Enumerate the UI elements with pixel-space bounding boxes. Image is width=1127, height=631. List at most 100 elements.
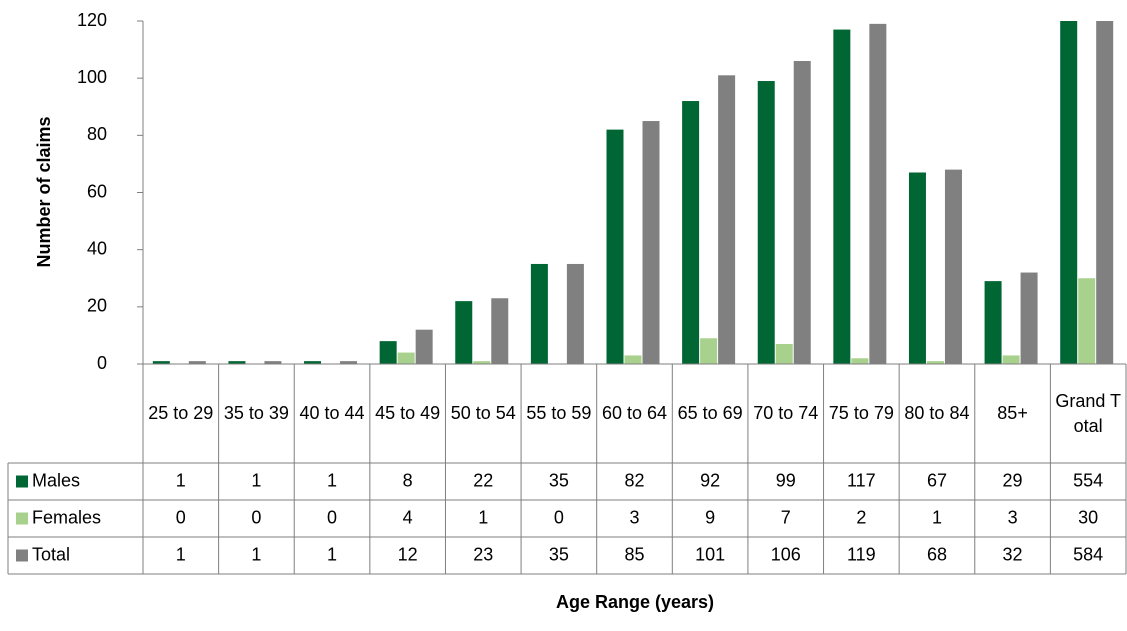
y-tick-label: 80 bbox=[87, 124, 107, 144]
x-axis-title: Age Range (years) bbox=[556, 592, 714, 612]
x-tick-label: 70 to 74 bbox=[753, 403, 819, 423]
bar bbox=[833, 29, 851, 364]
bar bbox=[473, 361, 491, 364]
bar bbox=[566, 263, 584, 364]
table-value: 67 bbox=[927, 470, 947, 490]
table-value: 1 bbox=[932, 507, 942, 527]
table-value: 7 bbox=[781, 507, 791, 527]
bar bbox=[304, 361, 322, 364]
table-value: 29 bbox=[1003, 470, 1023, 490]
bar bbox=[908, 172, 926, 364]
bar bbox=[851, 358, 869, 364]
table-value: 0 bbox=[176, 507, 186, 527]
table-value: 2 bbox=[856, 507, 866, 527]
bar bbox=[228, 361, 246, 364]
table-value: 1 bbox=[327, 470, 337, 490]
x-tick-label: 40 to 44 bbox=[299, 403, 365, 423]
table-value: 117 bbox=[847, 470, 876, 490]
table-value: 99 bbox=[776, 470, 796, 490]
table-value: 8 bbox=[403, 470, 413, 490]
bar bbox=[397, 352, 415, 364]
bar bbox=[1078, 278, 1096, 364]
x-tick-label: 60 to 64 bbox=[601, 403, 668, 423]
x-tick-label: Grand Total bbox=[1055, 390, 1122, 436]
x-tick-label: 35 to 39 bbox=[223, 403, 289, 423]
table-value: 584 bbox=[1073, 544, 1103, 564]
table-value: 92 bbox=[700, 470, 720, 490]
bar bbox=[700, 338, 718, 364]
bar bbox=[1060, 21, 1078, 364]
table-value: 554 bbox=[1073, 470, 1103, 490]
bar bbox=[379, 341, 397, 364]
legend-label: Total bbox=[32, 544, 70, 564]
bar bbox=[718, 75, 736, 364]
table-value: 35 bbox=[549, 470, 569, 490]
bar bbox=[415, 329, 433, 364]
table-value: 3 bbox=[1008, 507, 1018, 527]
category-cell: 25 to 29 bbox=[148, 403, 214, 423]
bar bbox=[340, 361, 358, 364]
bar bbox=[264, 361, 282, 364]
bar bbox=[682, 101, 700, 364]
table-value: 0 bbox=[251, 507, 261, 527]
y-tick-label: 0 bbox=[97, 353, 107, 373]
category-cell: 60 to 64 bbox=[601, 403, 668, 423]
category-cell: 55 to 59 bbox=[526, 403, 592, 423]
bar bbox=[984, 281, 1002, 364]
category-cell: 65 to 69 bbox=[678, 403, 743, 423]
category-cell: 50 to 54 bbox=[450, 403, 516, 423]
category-cell: 70 to 74 bbox=[753, 403, 819, 423]
category-cell: Grand Total bbox=[1055, 390, 1122, 436]
bar bbox=[775, 343, 793, 364]
y-tick-label: 40 bbox=[87, 238, 107, 258]
table-value: 30 bbox=[1078, 507, 1098, 527]
table-value: 35 bbox=[549, 544, 569, 564]
bar bbox=[1096, 21, 1114, 364]
y-tick-label: 60 bbox=[87, 181, 107, 201]
table-value: 101 bbox=[695, 544, 725, 564]
bar bbox=[530, 263, 548, 364]
x-tick-label: 55 to 59 bbox=[526, 403, 592, 423]
table-value: 85 bbox=[624, 544, 644, 564]
table-value: 82 bbox=[624, 470, 644, 490]
category-cell: 75 to 79 bbox=[829, 403, 894, 423]
x-tick-label: 50 to 54 bbox=[450, 403, 516, 423]
table-value: 1 bbox=[176, 544, 186, 564]
bar bbox=[152, 361, 170, 364]
y-tick-label: 120 bbox=[77, 10, 107, 30]
y-tick-label: 100 bbox=[77, 67, 107, 87]
bar bbox=[1002, 355, 1020, 364]
x-tick-label: 25 to 29 bbox=[148, 403, 214, 423]
table-value: 1 bbox=[176, 470, 186, 490]
legend-swatch bbox=[16, 512, 28, 525]
table-value: 1 bbox=[251, 470, 261, 490]
table-value: 22 bbox=[473, 470, 493, 490]
table-value: 119 bbox=[847, 544, 876, 564]
x-tick-label: 85+ bbox=[997, 403, 1028, 423]
legend-label: Males bbox=[32, 470, 80, 490]
table-value: 12 bbox=[398, 544, 418, 564]
bar bbox=[491, 298, 509, 364]
x-tick-label: 80 to 84 bbox=[904, 403, 970, 423]
table-value: 0 bbox=[554, 507, 564, 527]
y-axis-title: Number of claims bbox=[34, 116, 54, 267]
legend-swatch bbox=[16, 475, 28, 488]
table-value: 23 bbox=[473, 544, 493, 564]
plot-area bbox=[152, 21, 1114, 364]
table-value: 3 bbox=[629, 507, 639, 527]
legend-swatch bbox=[16, 549, 28, 562]
bar bbox=[606, 129, 624, 364]
table-value: 106 bbox=[771, 544, 801, 564]
bar bbox=[1020, 272, 1038, 364]
category-cell: 35 to 39 bbox=[223, 403, 289, 423]
bar bbox=[869, 23, 887, 364]
table-value: 68 bbox=[927, 544, 947, 564]
bar bbox=[757, 81, 775, 364]
bar bbox=[455, 301, 473, 364]
bar bbox=[624, 355, 642, 364]
table-value: 0 bbox=[327, 507, 337, 527]
category-cell: 45 to 49 bbox=[375, 403, 440, 423]
table-value: 1 bbox=[327, 544, 337, 564]
table-value: 9 bbox=[705, 507, 715, 527]
